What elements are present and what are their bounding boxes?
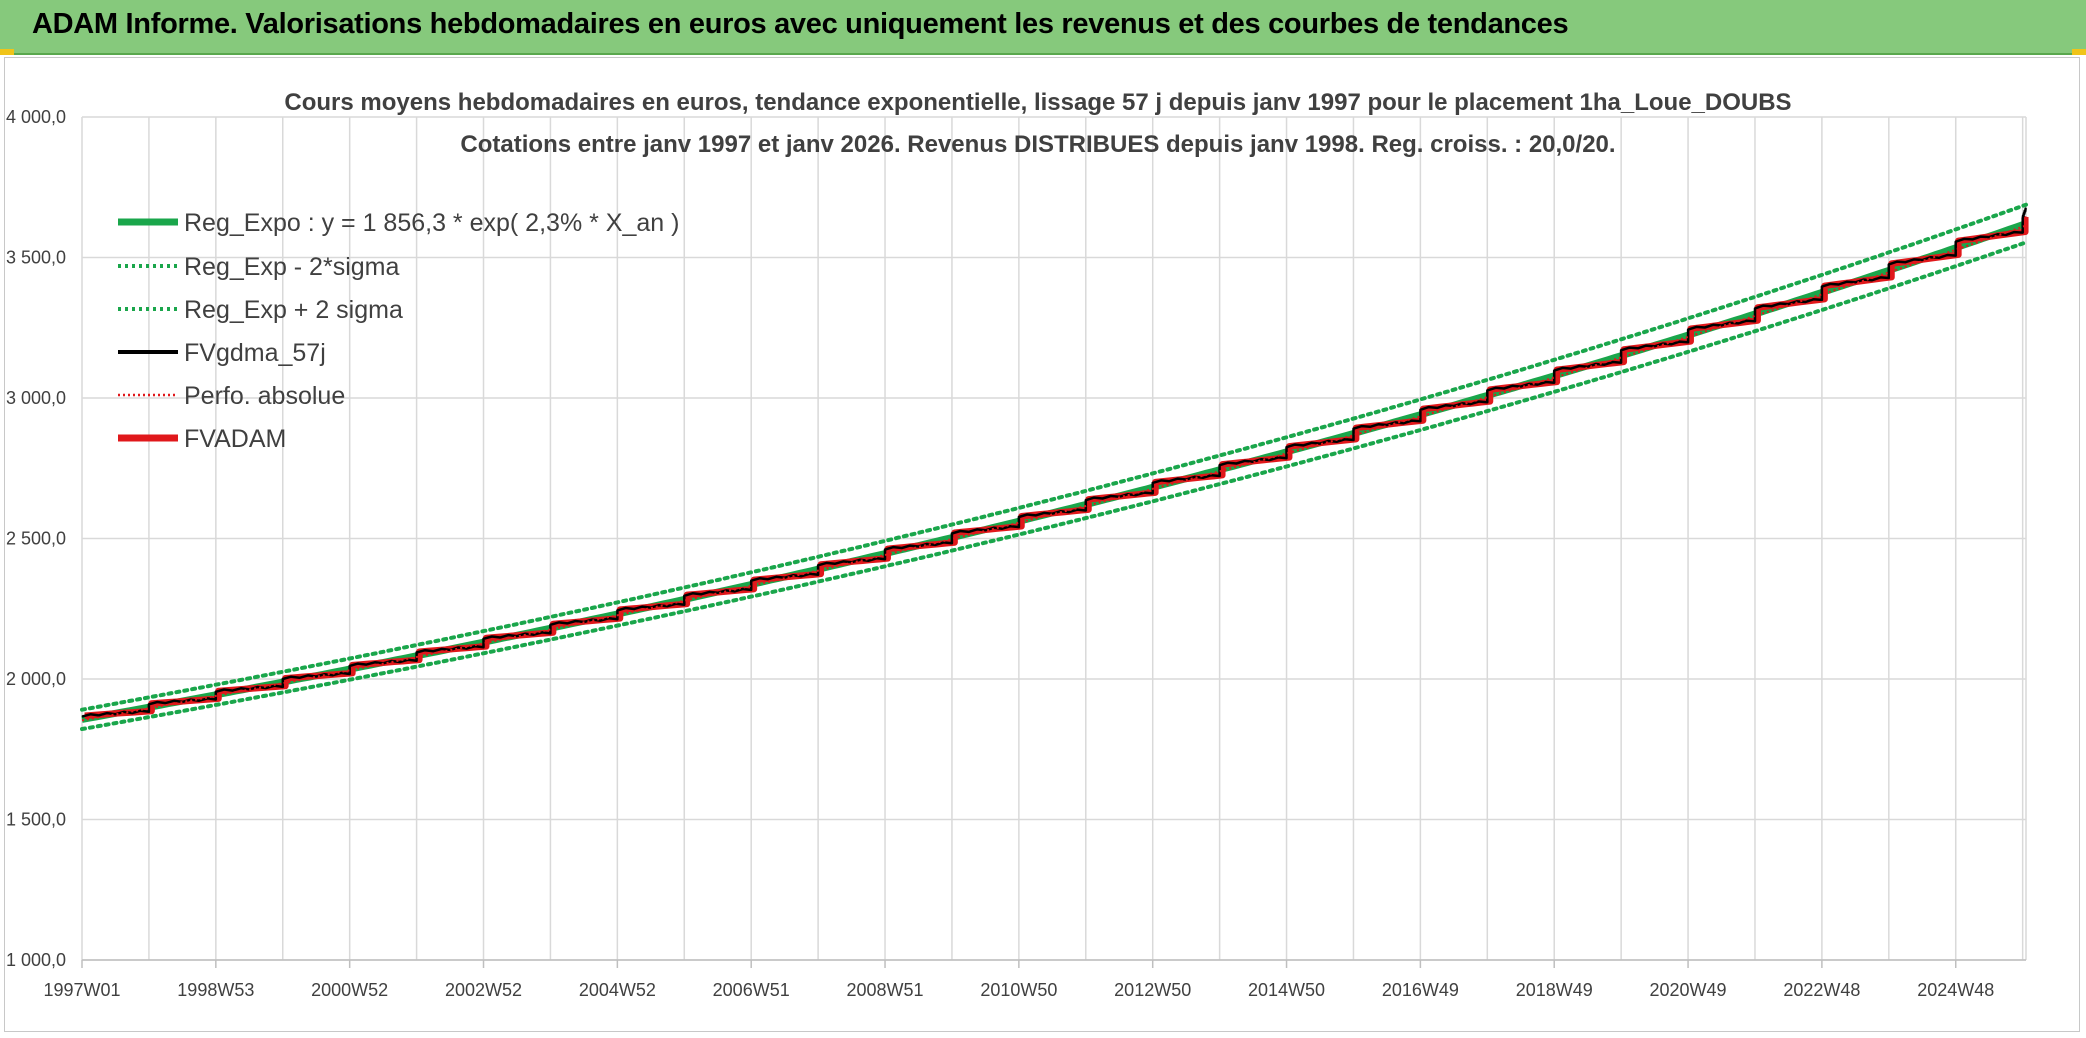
legend-label-perfo: Perfo. absolue — [184, 382, 345, 410]
series-line-reg-exp-minus — [80, 240, 2028, 731]
x-tick-label: 2006W51 — [713, 980, 790, 1000]
x-tick-label: 2018W49 — [1516, 980, 1593, 1000]
x-tick-label: 2020W49 — [1650, 980, 1727, 1000]
x-tick-label: 2014W50 — [1248, 980, 1325, 1000]
y-tick-label: 3 000,0 — [6, 388, 66, 408]
x-tick-label: 1998W53 — [177, 980, 254, 1000]
chart-subtitle: Cotations entre janv 1997 et janv 2026. … — [460, 131, 1615, 158]
legend-label-reg-exp-minus: Reg_Exp - 2*sigma — [184, 253, 399, 281]
y-tick-label: 3 500,0 — [6, 248, 66, 268]
series-line-perfo — [81, 224, 2027, 722]
x-tick-label: 2022W48 — [1783, 980, 1860, 1000]
series-line-fvadam — [84, 214, 2029, 719]
legend: Reg_Expo : y = 1 856,3 * exp( 2,3% * X_a… — [118, 209, 679, 453]
corner-marker-left — [0, 49, 14, 55]
x-tick-label: 2024W48 — [1917, 980, 1994, 1000]
series-line-fvgdma — [81, 207, 2027, 718]
series-line-reg-exp-plus — [80, 202, 2028, 712]
legend-label-fvgdma: FVgdma_57j — [184, 339, 326, 367]
legend-label-reg-exp-plus: Reg_Exp + 2 sigma — [184, 296, 403, 324]
y-tick-label: 1 000,0 — [6, 950, 66, 970]
y-tick-label: 1 500,0 — [6, 810, 66, 830]
y-tick-label: 2 000,0 — [6, 669, 66, 689]
corner-marker-right — [2072, 49, 2086, 55]
x-tick-label: 2016W49 — [1382, 980, 1459, 1000]
chart-frame — [4, 57, 2080, 1032]
plot-area — [80, 202, 2029, 731]
report-banner: ADAM Informe. Valorisations hebdomadaire… — [0, 0, 2086, 55]
legend-label-fvadam: FVADAM — [184, 425, 286, 453]
y-tick-label: 4 000,0 — [6, 107, 66, 127]
x-tick-label: 2008W51 — [846, 980, 923, 1000]
y-axis: 4 000,0 3 500,0 3 000,0 2 500,0 2 000,0 1 500… — [6, 107, 66, 970]
x-axis: 1997W01 1998W53 2000W52 2002W52 2004W52 2006W… — [43, 960, 1994, 1000]
y-tick-label: 2 500,0 — [6, 529, 66, 549]
x-tick-label: 2000W52 — [311, 980, 388, 1000]
chart-title: Cours moyens hebdomadaires en euros, ten… — [284, 89, 1791, 116]
x-tick-label: 1997W01 — [43, 980, 120, 1000]
report-title: ADAM Informe. Valorisations hebdomadaire… — [32, 8, 1569, 40]
x-tick-label: 2010W50 — [980, 980, 1057, 1000]
legend-label-reg-expo: Reg_Expo : y = 1 856,3 * exp( 2,3% * X_a… — [184, 209, 679, 237]
x-tick-label: 2012W50 — [1114, 980, 1191, 1000]
grid — [81, 116, 2027, 961]
x-tick-label: 2004W52 — [579, 980, 656, 1000]
x-tick-label: 2002W52 — [445, 980, 522, 1000]
